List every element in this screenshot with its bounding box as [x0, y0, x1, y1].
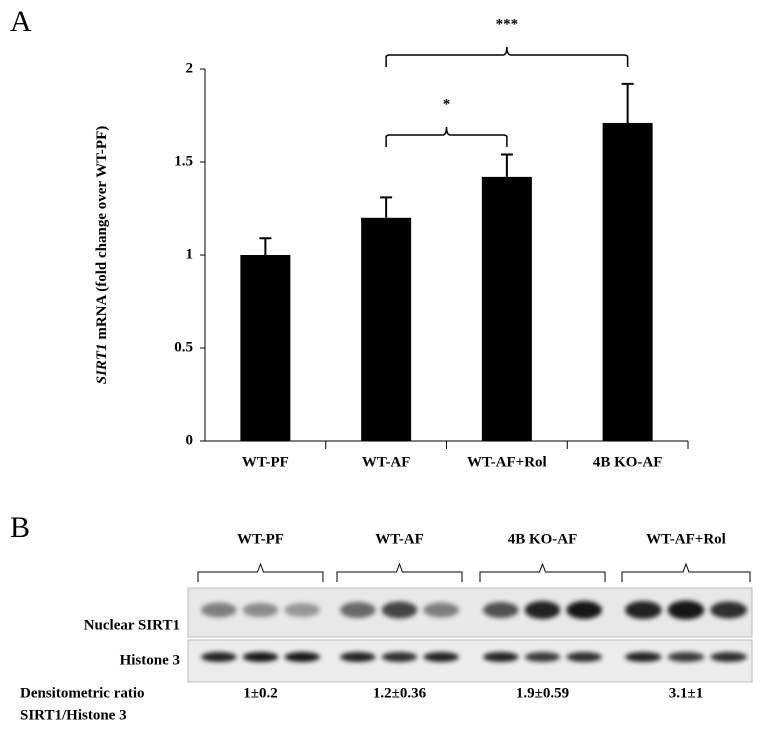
panel-label: A	[10, 5, 32, 38]
group-brace	[197, 562, 324, 582]
blot-band	[524, 652, 561, 662]
ratio-label: Densitometric ratio	[20, 685, 145, 701]
significance-brace	[385, 126, 508, 147]
y-axis-label-rest: mRNA (fold change over WT-PF)	[94, 126, 110, 340]
blot-band	[381, 601, 418, 619]
significance-brace	[385, 46, 629, 67]
y-tick-label: 0.5	[174, 339, 193, 355]
blot-band	[710, 601, 748, 619]
blot-band	[625, 652, 662, 662]
error-bar	[380, 196, 393, 218]
blot-band	[242, 652, 279, 662]
group-brace	[621, 562, 751, 582]
significance-label: *	[443, 96, 451, 112]
blot-band	[483, 602, 519, 618]
x-tick-label: WT-AF	[362, 454, 411, 470]
blot-band	[381, 652, 418, 662]
blot-band	[423, 602, 459, 618]
error-bar	[259, 237, 272, 255]
significance-label: ***	[496, 16, 519, 32]
blot-strip	[187, 639, 753, 683]
blot-band	[284, 603, 320, 617]
y-tick-label: 0	[186, 432, 194, 448]
bar	[602, 122, 653, 441]
row-label: Histone 3	[120, 652, 180, 668]
ratio-value: 3.1±1	[669, 685, 703, 701]
x-tick-label: WT-AF+Rol	[467, 454, 547, 470]
blot-band	[423, 652, 459, 662]
group-label: WT-AF+Rol	[646, 531, 726, 547]
blot-band	[667, 652, 705, 662]
blot-band	[340, 652, 376, 662]
ratio-value: 1.9±0.59	[516, 685, 569, 701]
ratio-value: 1±0.2	[243, 685, 277, 701]
x-tick-label: 4B KO-AF	[593, 454, 663, 470]
y-tick-label: 1.5	[174, 153, 193, 169]
group-label: WT-PF	[237, 531, 284, 547]
blot-band	[524, 601, 561, 619]
blot-band	[566, 652, 603, 662]
bar	[361, 217, 412, 441]
y-tick-label: 2	[186, 60, 194, 76]
blot-band	[284, 652, 320, 662]
y-axis-label-italic: SIRT1	[94, 343, 110, 384]
bar	[240, 255, 291, 441]
blot-band	[710, 652, 748, 662]
bar	[481, 176, 532, 441]
y-axis-label: SIRT1 mRNA (fold change over WT-PF)	[94, 126, 110, 385]
blot-band	[625, 601, 662, 619]
row-label: Nuclear SIRT1	[84, 617, 180, 633]
group-label: 4B KO-AF	[508, 531, 578, 547]
error-bar	[621, 82, 634, 123]
blot-band	[242, 603, 279, 617]
group-label: WT-AF	[375, 531, 424, 547]
error-bar	[500, 153, 513, 177]
panel-label: B	[10, 511, 30, 544]
blot-band	[201, 602, 237, 618]
y-tick-label: 1	[186, 246, 194, 262]
x-tick-label: WT-PF	[242, 454, 289, 470]
blot-band	[566, 601, 603, 619]
blot-band	[483, 652, 519, 662]
blot-band	[340, 602, 376, 618]
blot-band	[201, 652, 237, 662]
group-brace	[479, 562, 606, 582]
blot-band	[667, 600, 705, 620]
group-brace	[336, 562, 463, 582]
ratio-label: SIRT1/Histone 3	[20, 707, 127, 723]
ratio-value: 1.2±0.36	[373, 685, 427, 701]
